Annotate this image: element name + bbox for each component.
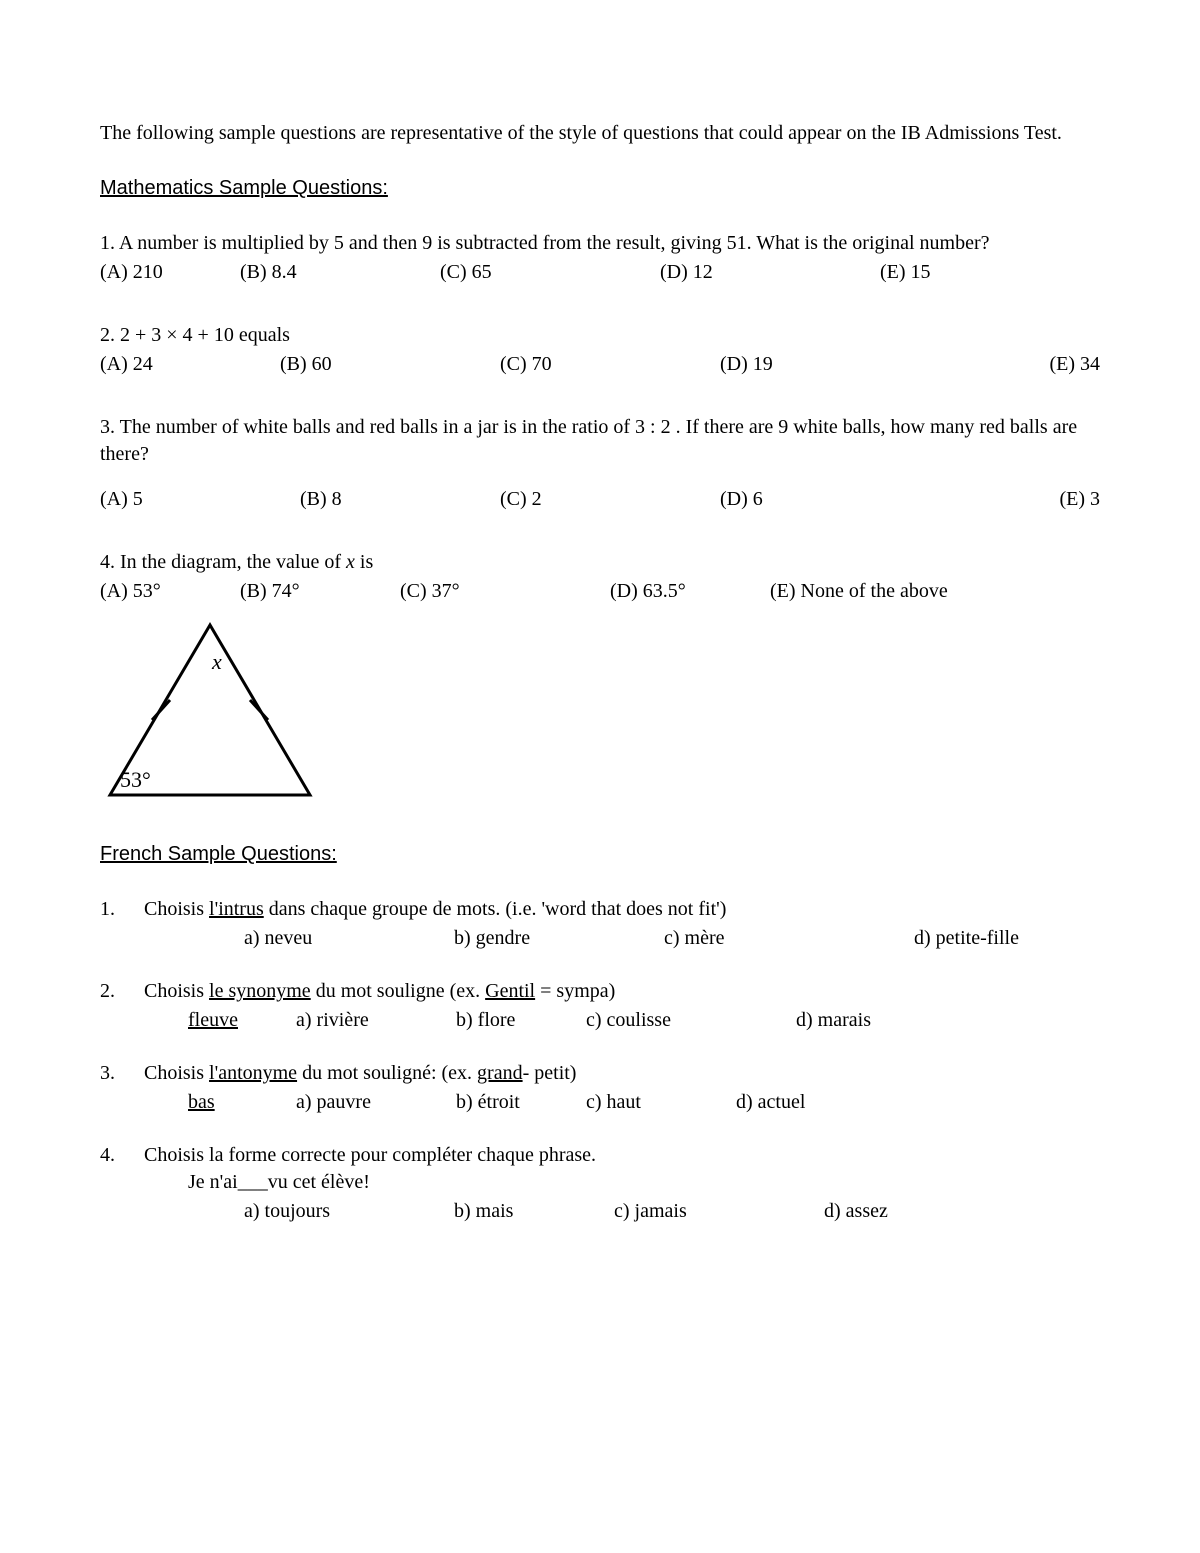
math-q1-opt-c: (C) 65 [440, 259, 660, 286]
french-q1-num: 1. [100, 896, 144, 952]
math-q1-opt-e: (E) 15 [880, 259, 1100, 286]
french-q3: 3. Choisis l'antonyme du mot souligné: (… [100, 1060, 1100, 1116]
math-q2-opt-e: (E) 34 [960, 351, 1100, 378]
triangle-apex-label: x [211, 649, 222, 674]
math-q2-opt-c: (C) 70 [500, 351, 720, 378]
fr-q3-c: c) haut [586, 1089, 736, 1116]
document-page: The following sample questions are repre… [0, 0, 1200, 1351]
fr-q3-d: d) actuel [736, 1089, 1100, 1116]
fr-q1-pre: Choisis [144, 898, 209, 920]
math-q2-opt-b: (B) 60 [280, 351, 500, 378]
fr-q4-c: c) jamais [614, 1198, 824, 1225]
math-q4-opt-b: (B) 74° [240, 578, 400, 605]
math-q4-text-pre: 4. In the diagram, the value of [100, 551, 346, 573]
fr-q2-d: d) marais [796, 1007, 1100, 1034]
fr-q3-u: l'antonyme [209, 1062, 297, 1084]
fr-q3-b: b) étroit [456, 1089, 586, 1116]
fr-q1-u: l'intrus [209, 898, 264, 920]
fr-q3-mid: du mot souligné: (ex. [297, 1062, 477, 1084]
math-q4-options: (A) 53° (B) 74° (C) 37° (D) 63.5° (E) No… [100, 578, 1100, 605]
math-q1: 1. A number is multiplied by 5 and then … [100, 230, 1100, 286]
fr-q1-d: d) petite-fille [914, 925, 1100, 952]
fr-q2-pre: Choisis [144, 980, 209, 1002]
tick-right [250, 700, 268, 720]
fr-q4-b: b) mais [454, 1198, 614, 1225]
french-questions: 1. Choisis l'intrus dans chaque groupe d… [100, 896, 1100, 1225]
fr-q2-post: = sympa) [535, 980, 615, 1002]
fr-q3-post: - petit) [523, 1062, 577, 1084]
french-q3-options: bas a) pauvre b) étroit c) haut d) actue… [144, 1089, 1100, 1116]
french-q2-options: fleuve a) rivière b) flore c) coulisse d… [144, 1007, 1100, 1034]
fr-q2-a: a) rivière [296, 1007, 456, 1034]
fr-q4-a: a) toujours [244, 1198, 454, 1225]
french-q2-num: 2. [100, 978, 144, 1034]
fr-q3-exu: grand [477, 1062, 523, 1084]
math-q1-opt-b: (B) 8.4 [240, 259, 440, 286]
math-q4-opt-c: (C) 37° [400, 578, 610, 605]
french-q3-num: 3. [100, 1060, 144, 1116]
fr-q1-a: a) neveu [244, 925, 454, 952]
math-q4-opt-a: (A) 53° [100, 578, 240, 605]
fr-q1-c: c) mère [664, 925, 914, 952]
math-q3-opt-b: (B) 8 [300, 486, 500, 513]
french-q1-options: a) neveu b) gendre c) mère d) petite-fil… [144, 925, 1100, 952]
french-q1: 1. Choisis l'intrus dans chaque groupe d… [100, 896, 1100, 952]
math-q3-opt-c: (C) 2 [500, 486, 720, 513]
french-q2: 2. Choisis le synonyme du mot souligne (… [100, 978, 1100, 1034]
triangle-svg: x 53° [100, 615, 320, 805]
french-q4-options: a) toujours b) mais c) jamais d) assez [144, 1198, 1100, 1225]
french-q2-prompt: Choisis le synonyme du mot souligne (ex.… [144, 978, 1100, 1005]
french-q4: 4. Choisis la forme correcte pour complé… [100, 1142, 1100, 1225]
tick-left [152, 700, 170, 720]
french-q1-prompt: Choisis l'intrus dans chaque groupe de m… [144, 896, 1100, 923]
math-q3-text: 3. The number of white balls and red bal… [100, 414, 1100, 468]
math-q4: 4. In the diagram, the value of x is (A)… [100, 549, 1100, 605]
fr-q2-key: fleuve [188, 1007, 296, 1034]
math-q3: 3. The number of white balls and red bal… [100, 414, 1100, 513]
math-q1-text: 1. A number is multiplied by 5 and then … [100, 230, 1100, 257]
math-q2: 2. 2 + 3 × 4 + 10 equals (A) 24 (B) 60 (… [100, 322, 1100, 378]
math-q3-opt-d: (D) 6 [720, 486, 960, 513]
math-q4-text-post: is [355, 551, 373, 573]
math-q2-opt-d: (D) 19 [720, 351, 960, 378]
french-q3-prompt: Choisis l'antonyme du mot souligné: (ex.… [144, 1060, 1100, 1087]
math-q1-options: (A) 210 (B) 8.4 (C) 65 (D) 12 (E) 15 [100, 259, 1100, 286]
french-q4-sentence: Je n'ai___vu cet élève! [144, 1169, 1100, 1196]
fr-q1-b: b) gendre [454, 925, 664, 952]
fr-q2-u: le synonyme [209, 980, 311, 1002]
french-q4-prompt: Choisis la forme correcte pour compléter… [144, 1142, 1100, 1169]
fr-q2-exu: Gentil [485, 980, 535, 1002]
math-q1-opt-a: (A) 210 [100, 259, 240, 286]
fr-q2-b: b) flore [456, 1007, 586, 1034]
math-q2-opt-a: (A) 24 [100, 351, 280, 378]
math-q4-var: x [346, 551, 355, 573]
math-q3-opt-e: (E) 3 [960, 486, 1100, 513]
fr-q3-a: a) pauvre [296, 1089, 456, 1116]
math-q4-opt-d: (D) 63.5° [610, 578, 770, 605]
fr-q3-key: bas [188, 1089, 296, 1116]
french-section-heading: French Sample Questions: [100, 841, 1100, 868]
math-q4-text: 4. In the diagram, the value of x is [100, 549, 1100, 576]
fr-q2-c: c) coulisse [586, 1007, 796, 1034]
math-q2-options: (A) 24 (B) 60 (C) 70 (D) 19 (E) 34 [100, 351, 1100, 378]
math-q4-opt-e: (E) None of the above [770, 578, 1100, 605]
math-q3-opt-a: (A) 5 [100, 486, 300, 513]
french-q4-num: 4. [100, 1142, 144, 1225]
fr-q3-pre: Choisis [144, 1062, 209, 1084]
intro-paragraph: The following sample questions are repre… [100, 120, 1100, 147]
fr-q2-mid: du mot souligne (ex. [311, 980, 485, 1002]
math-section-heading: Mathematics Sample Questions: [100, 175, 1100, 202]
fr-q4-d: d) assez [824, 1198, 1100, 1225]
fr-q1-post: dans chaque groupe de mots. (i.e. 'word … [264, 898, 727, 920]
math-q3-options: (A) 5 (B) 8 (C) 2 (D) 6 (E) 3 [100, 486, 1100, 513]
triangle-diagram: x 53° [100, 615, 1100, 805]
triangle-base-angle: 53° [120, 767, 151, 792]
math-q2-text: 2. 2 + 3 × 4 + 10 equals [100, 322, 1100, 349]
math-q1-opt-d: (D) 12 [660, 259, 880, 286]
